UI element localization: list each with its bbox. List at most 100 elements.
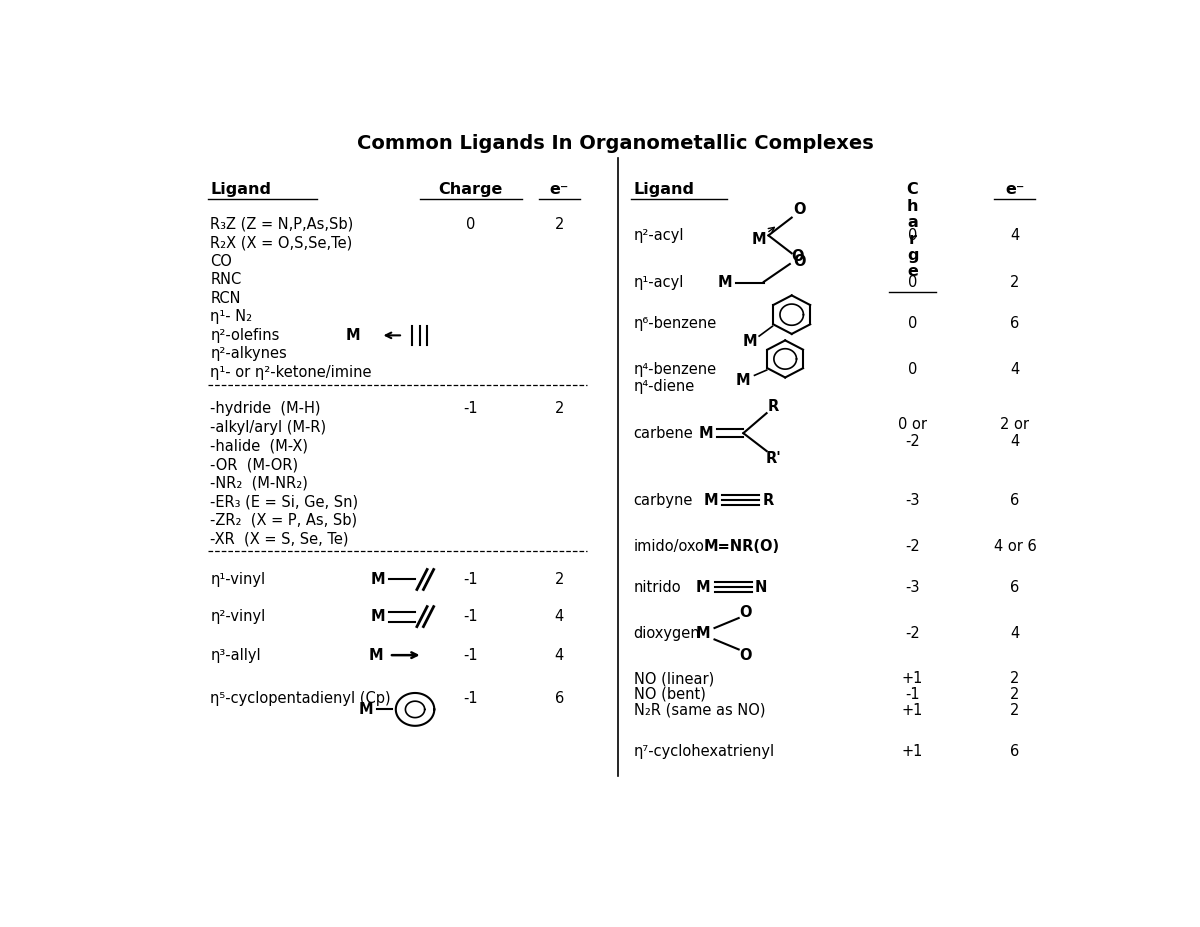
- Text: M: M: [696, 579, 710, 595]
- Text: M: M: [368, 648, 383, 663]
- Text: R₃Z (Z = N,P,As,Sb): R₃Z (Z = N,P,As,Sb): [210, 217, 354, 232]
- Text: R: R: [763, 493, 774, 508]
- Text: M: M: [698, 425, 714, 440]
- Text: 6: 6: [1010, 579, 1020, 595]
- Text: CO: CO: [210, 254, 233, 269]
- Text: M=NR(O): M=NR(O): [703, 540, 780, 554]
- Text: η¹- N₂: η¹- N₂: [210, 310, 252, 324]
- Text: η¹-acyl: η¹-acyl: [634, 275, 684, 290]
- Text: η³-allyl: η³-allyl: [210, 648, 262, 663]
- Text: R₂X (X = O,S,Se,Te): R₂X (X = O,S,Se,Te): [210, 235, 353, 250]
- Text: 4: 4: [1010, 627, 1020, 641]
- Text: η⁵-cyclopentadienyl (Cp): η⁵-cyclopentadienyl (Cp): [210, 692, 391, 706]
- Text: η²-alkynes: η²-alkynes: [210, 347, 287, 362]
- Text: 0: 0: [908, 362, 917, 377]
- Text: 4 or 6: 4 or 6: [994, 540, 1037, 554]
- Text: RNC: RNC: [210, 273, 241, 287]
- Text: -1: -1: [463, 401, 478, 416]
- Text: -1: -1: [463, 609, 478, 624]
- Text: nitrido: nitrido: [634, 579, 682, 595]
- Text: M: M: [703, 493, 718, 508]
- Text: -ZR₂  (X = P, As, Sb): -ZR₂ (X = P, As, Sb): [210, 513, 358, 527]
- Text: 0 or
-2: 0 or -2: [898, 417, 928, 450]
- Text: -ER₃ (E = Si, Ge, Sn): -ER₃ (E = Si, Ge, Sn): [210, 494, 359, 509]
- Text: e⁻: e⁻: [550, 183, 569, 197]
- Text: M: M: [359, 702, 373, 717]
- Text: M: M: [371, 609, 385, 624]
- Text: -1: -1: [463, 692, 478, 706]
- Text: 0: 0: [908, 228, 917, 243]
- Text: -OR  (M-OR): -OR (M-OR): [210, 457, 299, 472]
- Text: -alkyl/aryl (M-R): -alkyl/aryl (M-R): [210, 420, 326, 435]
- Text: O: O: [739, 648, 751, 663]
- Text: dioxygen: dioxygen: [634, 627, 701, 641]
- Text: η²-vinyl: η²-vinyl: [210, 609, 265, 624]
- Text: η¹- or η²-ketone/imine: η¹- or η²-ketone/imine: [210, 365, 372, 380]
- Text: η⁴-benzene: η⁴-benzene: [634, 362, 716, 377]
- Text: M: M: [752, 232, 767, 247]
- Text: +1: +1: [902, 703, 923, 717]
- Text: M: M: [346, 328, 360, 343]
- Text: carbene: carbene: [634, 425, 694, 440]
- Text: 2: 2: [1010, 671, 1020, 686]
- Text: C: C: [907, 183, 918, 197]
- Text: e⁻: e⁻: [1006, 183, 1025, 197]
- Text: η⁶-benzene: η⁶-benzene: [634, 316, 716, 331]
- Text: -halide  (M-X): -halide (M-X): [210, 438, 308, 453]
- Text: +1: +1: [902, 744, 923, 759]
- Text: h: h: [907, 198, 918, 214]
- Text: -hydride  (M-H): -hydride (M-H): [210, 401, 320, 416]
- Text: -2: -2: [905, 627, 920, 641]
- Text: M: M: [371, 572, 385, 587]
- Text: 2: 2: [1010, 703, 1020, 717]
- Text: η⁷-cyclohexatrienyl: η⁷-cyclohexatrienyl: [634, 744, 775, 759]
- Text: N₂R (same as NO): N₂R (same as NO): [634, 703, 766, 717]
- Text: +1: +1: [902, 671, 923, 686]
- Text: 0: 0: [908, 275, 917, 290]
- Text: imido/oxo: imido/oxo: [634, 540, 704, 554]
- Text: O: O: [739, 604, 751, 620]
- Text: η²-acyl: η²-acyl: [634, 228, 684, 243]
- Text: 2: 2: [554, 572, 564, 587]
- Text: O: O: [791, 249, 804, 264]
- Text: 0: 0: [466, 217, 475, 232]
- Text: a: a: [907, 215, 918, 230]
- Text: 2: 2: [1010, 275, 1020, 290]
- Text: -1: -1: [463, 572, 478, 587]
- Text: -2: -2: [905, 540, 920, 554]
- Text: g: g: [907, 248, 918, 263]
- Text: η¹-vinyl: η¹-vinyl: [210, 572, 265, 587]
- Text: NO (bent): NO (bent): [634, 687, 706, 702]
- Text: NO (linear): NO (linear): [634, 671, 714, 686]
- Text: RCN: RCN: [210, 291, 241, 306]
- Text: M: M: [718, 275, 732, 290]
- Text: M: M: [696, 627, 710, 641]
- Text: -3: -3: [905, 579, 920, 595]
- Text: 4: 4: [1010, 228, 1020, 243]
- Text: 0: 0: [908, 316, 917, 331]
- Text: 2 or
4: 2 or 4: [1001, 417, 1030, 450]
- Text: -XR  (X = S, Se, Te): -XR (X = S, Se, Te): [210, 531, 349, 546]
- Text: R: R: [768, 399, 779, 413]
- Text: Common Ligands In Organometallic Complexes: Common Ligands In Organometallic Complex…: [356, 133, 874, 153]
- Text: 6: 6: [554, 692, 564, 706]
- Text: R': R': [766, 451, 781, 465]
- Text: -1: -1: [463, 648, 478, 663]
- Text: r: r: [908, 232, 917, 247]
- Text: Ligand: Ligand: [634, 183, 695, 197]
- Text: O: O: [793, 254, 805, 270]
- Text: M: M: [736, 373, 751, 387]
- Text: carbyne: carbyne: [634, 493, 692, 508]
- Text: -3: -3: [905, 493, 920, 508]
- Text: M: M: [743, 334, 757, 349]
- Text: 6: 6: [1010, 744, 1020, 759]
- Text: -1: -1: [905, 687, 920, 702]
- Text: 4: 4: [554, 648, 564, 663]
- Text: 2: 2: [1010, 687, 1020, 702]
- Text: 2: 2: [554, 401, 564, 416]
- Text: -NR₂  (M-NR₂): -NR₂ (M-NR₂): [210, 476, 308, 490]
- Text: 6: 6: [1010, 493, 1020, 508]
- Text: 6: 6: [1010, 316, 1020, 331]
- Text: O: O: [793, 201, 805, 217]
- Text: Ligand: Ligand: [210, 183, 271, 197]
